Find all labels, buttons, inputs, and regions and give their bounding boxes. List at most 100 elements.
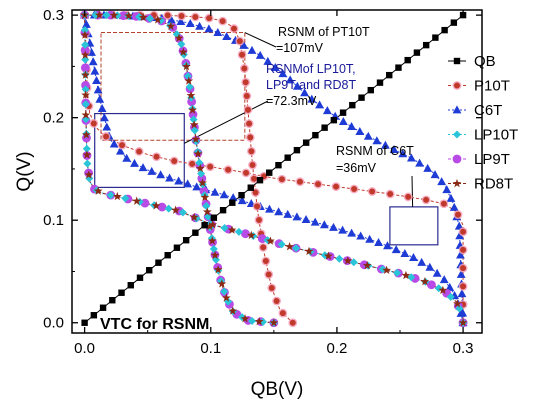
data-point-square <box>210 214 218 221</box>
data-point-triangle <box>130 158 139 167</box>
data-point-circle <box>164 12 171 19</box>
data-point-star <box>205 221 215 231</box>
data-point-circle <box>236 38 243 45</box>
data-point-diamond <box>220 224 229 233</box>
data-point-triangle <box>301 215 311 224</box>
data-point-square <box>81 319 88 326</box>
annotation-c6t-value: =36mV <box>336 161 377 175</box>
data-point-star <box>166 21 176 30</box>
data-point-circle <box>260 244 267 251</box>
data-point-diamond <box>446 292 455 301</box>
data-point-triangle <box>458 308 468 317</box>
annotation-vtc: VTC for RSNM <box>100 316 209 333</box>
data-point-triangle <box>389 145 399 154</box>
data-point-circle <box>460 283 467 290</box>
data-point-triangle <box>93 85 103 94</box>
y-tick-label: 0.1 <box>43 212 64 229</box>
data-point-triangle <box>383 241 392 250</box>
data-point-star <box>193 149 203 158</box>
data-point-triangle <box>204 24 214 33</box>
data-point-triangle <box>292 81 302 90</box>
data-point-square <box>339 109 347 116</box>
data-point-circle <box>265 271 272 278</box>
data-point-triangle <box>88 57 98 66</box>
data-point-circle <box>246 120 253 127</box>
data-point-triangle <box>97 103 107 112</box>
data-point-star <box>81 130 91 139</box>
data-point-star <box>81 70 90 79</box>
data-point-diamond <box>234 227 243 236</box>
data-point-triangle <box>174 176 184 185</box>
data-point-triangle <box>355 127 365 136</box>
data-point-circle-halo <box>197 174 207 183</box>
data-point-circle <box>119 142 126 149</box>
data-point-square <box>155 259 162 266</box>
data-point-triangle <box>265 204 274 213</box>
data-point-triangle <box>338 116 348 125</box>
legend-label-lp9t: LP9T <box>474 151 510 168</box>
data-point-square <box>99 304 107 311</box>
data-point-square <box>164 252 171 259</box>
data-point-triangle <box>138 163 148 172</box>
data-point-triangle <box>415 158 424 167</box>
data-point-diamond <box>220 287 229 296</box>
data-point-star <box>213 265 223 274</box>
data-point-square <box>229 199 236 206</box>
data-point-square <box>238 191 245 199</box>
data-point-circle <box>244 106 251 113</box>
data-point-circle <box>455 211 462 218</box>
data-point-square <box>376 79 384 86</box>
data-point-circle <box>242 79 249 86</box>
data-point-triangle <box>300 88 309 97</box>
data-point-triangle <box>454 221 464 230</box>
data-point-diamond <box>81 85 90 94</box>
data-point-triangle <box>122 153 132 162</box>
data-point-circle-halo <box>80 63 90 73</box>
data-point-star <box>304 246 314 256</box>
data-point-circle <box>351 186 358 193</box>
data-point-triangle <box>417 257 427 266</box>
annotation-lp-line1: RSNMof LP10T, <box>266 62 356 76</box>
data-point-diamond <box>455 304 464 313</box>
data-point-circle-halo <box>80 45 90 55</box>
data-point-triangle <box>380 140 390 149</box>
data-point-star <box>174 33 184 42</box>
data-point-circle <box>153 153 160 160</box>
legend-label-p10t: P10T <box>474 78 510 95</box>
data-point-square <box>413 49 421 56</box>
data-point-square <box>256 176 264 184</box>
data-point-triangle <box>437 177 447 186</box>
data-point-triangle <box>102 122 112 131</box>
data-point-star <box>84 170 94 179</box>
data-point-triangle <box>347 228 357 237</box>
data-point-diamond <box>378 265 387 274</box>
data-point-star <box>240 314 250 323</box>
data-point-star <box>266 236 275 245</box>
data-point-circle <box>248 148 255 155</box>
data-point-triangle <box>147 166 157 175</box>
data-point-star <box>188 105 197 114</box>
data-point-triangle <box>423 163 433 172</box>
data-point-diamond <box>202 201 211 210</box>
data-point-square <box>247 184 254 191</box>
data-point-star <box>438 285 448 295</box>
data-point-star <box>210 250 220 260</box>
data-point-star <box>246 230 256 240</box>
data-point-diamond <box>211 255 220 264</box>
data-point-circle <box>254 203 261 210</box>
data-point-diamond <box>189 115 198 124</box>
data-point-triangle <box>283 209 293 218</box>
data-point-triangle <box>100 113 109 122</box>
data-point-triangle <box>363 131 373 140</box>
pointer-line-lp <box>184 100 269 144</box>
data-point-circle <box>369 188 376 195</box>
data-point-circle <box>136 148 143 155</box>
data-point-triangle <box>255 50 265 59</box>
data-point-triangle <box>365 234 375 243</box>
data-point-triangle <box>329 222 338 231</box>
data-point-star <box>81 110 91 119</box>
data-point-square <box>109 297 116 304</box>
annotation-c6t: RSNM of C6T <box>336 144 414 158</box>
data-point-square <box>118 289 125 296</box>
data-point-triangle <box>263 56 273 65</box>
